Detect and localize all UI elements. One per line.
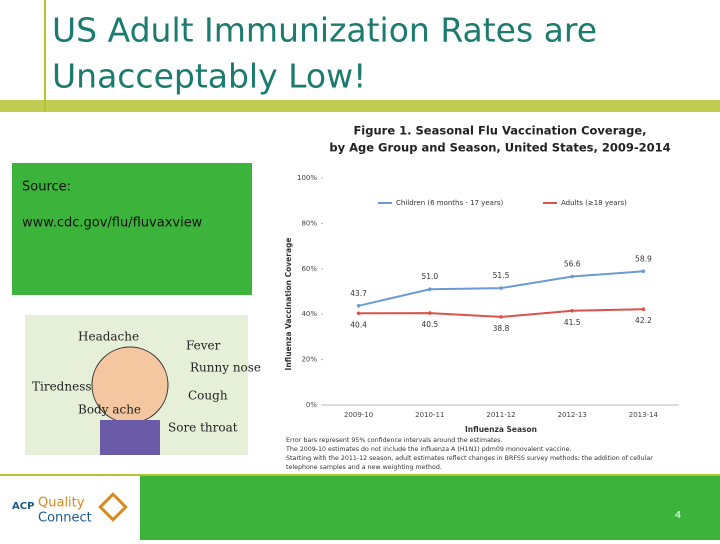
legend-label: Children (6 months - 17 years) [396,199,503,207]
symptom: Headache [78,330,139,344]
cartoon-shirt [100,420,160,455]
x-tick-label: 2012-13 [558,411,587,419]
source-url: www.cdc.gov/flu/fluvaxview [22,216,203,231]
data-label: 43.7 [350,289,367,298]
y-tick-label: 40% [301,310,317,318]
slide-title: US Adult Immunization Rates are [52,11,597,50]
symptom: Fever [186,339,221,353]
slide-title: Unacceptably Low! [52,57,366,96]
data-label: 42.2 [635,316,652,325]
symptom: Cough [188,389,228,403]
point [570,274,574,279]
source-label: Source: [22,180,71,195]
y-tick-label: 60% [301,265,317,273]
logo-text: Connect [38,511,92,526]
logo-mark [98,492,128,522]
point [641,269,646,274]
footnote: Error bars represent 95% confidence inte… [286,437,503,444]
y-tick-label: 80% [301,219,317,227]
point [499,315,503,319]
data-label: 40.4 [350,320,367,329]
footnote: telephone samples and a new weighting me… [286,464,442,471]
point [356,304,361,308]
chart-title: Figure 1. Seasonal Flu Vaccination Cover… [353,124,646,138]
point [641,307,646,312]
x-tick-label: 2013-14 [629,411,659,419]
y-tick-label: 100% [297,174,317,182]
data-label: 51.5 [493,271,510,280]
footnote: The 2009-10 estimates do not include the… [285,446,572,453]
data-label: 56.6 [564,260,581,269]
point [356,311,361,316]
symptom: Tiredness [32,380,92,394]
accent-bar [0,100,720,112]
chart-title: by Age Group and Season, United States, … [329,141,670,155]
data-label: 38.8 [493,324,510,333]
y-tick-label: 20% [301,356,317,364]
logo-text: Quality [38,496,85,511]
x-tick-label: 2011-12 [486,411,515,419]
source-box [12,163,252,295]
symptom: Sore throat [168,421,238,435]
y-axis-label: Influenza Vaccination Coverage [284,238,293,371]
footnote: Starting with the 2011-12 season, adult … [286,455,653,462]
x-axis-label: Influenza Season [465,425,537,434]
point [428,311,432,315]
page-number: 4 [675,510,681,521]
point [428,287,432,292]
data-label: 58.9 [635,254,652,263]
data-label: 41.5 [564,318,581,327]
x-tick-label: 2009-10 [344,411,373,419]
symptom: Body ache [78,403,141,417]
point [570,308,574,313]
y-tick-label: 0% [306,401,317,409]
point [499,286,503,290]
x-tick-label: 2010-11 [415,411,444,419]
symptom: Runny nose [190,361,261,375]
legend-label: Adults (≥18 years) [561,199,627,207]
chart-panel [282,118,683,478]
data-label: 40.5 [421,320,438,329]
footer-bar [140,476,720,540]
logo-acp: ACP [12,501,34,512]
data-label: 51.0 [421,272,438,281]
